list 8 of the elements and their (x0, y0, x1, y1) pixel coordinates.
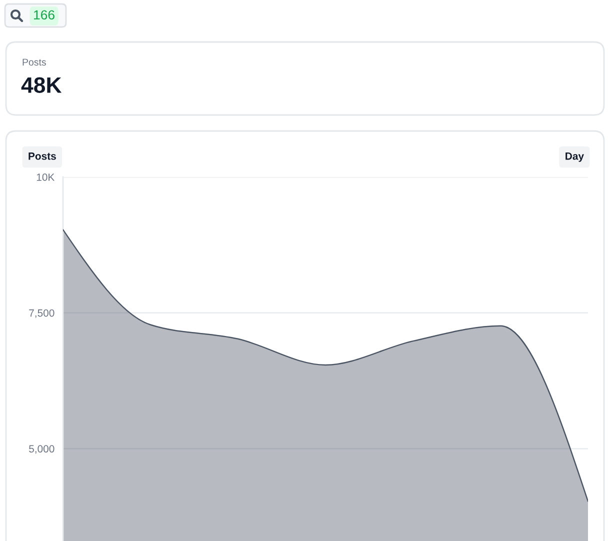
text: 166 (34, 10, 54, 20)
chart-title: Posts (28, 152, 56, 160)
text: Posts (22, 58, 46, 66)
text: 48K (21, 77, 62, 93)
y-tick-label: 7,500 (29, 309, 54, 318)
y-tick-label: 10K (36, 174, 55, 181)
y-tick-label: 5,000 (29, 445, 54, 454)
text: Day (566, 152, 584, 162)
